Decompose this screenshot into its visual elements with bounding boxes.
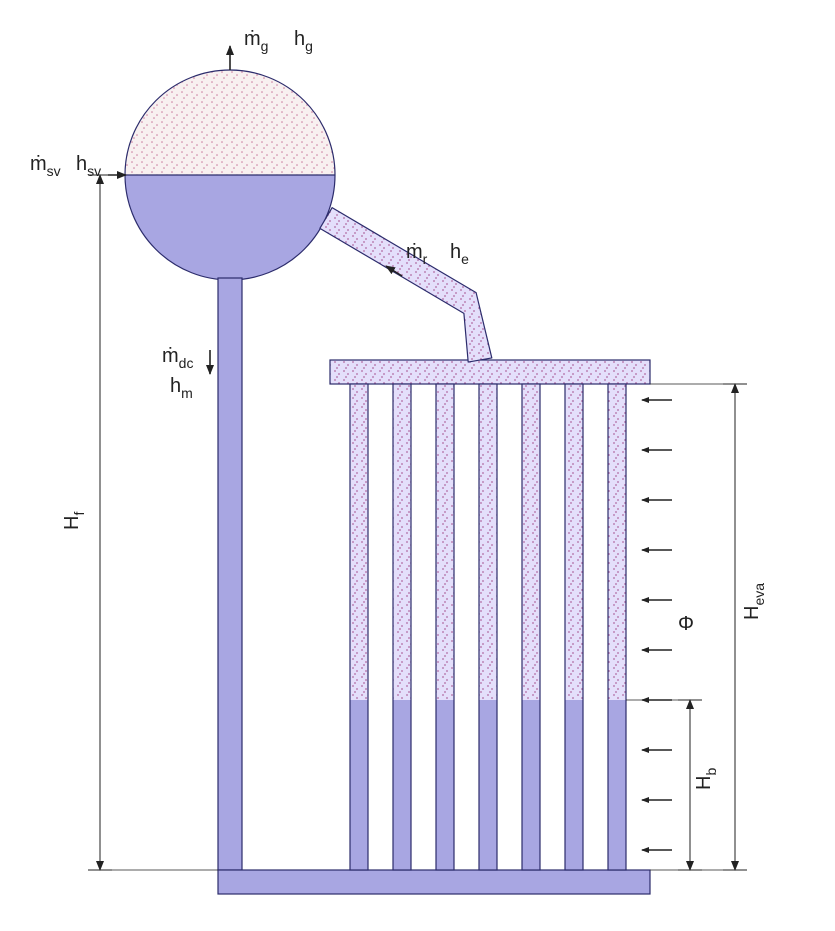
riser-pipe [320,208,492,362]
svg-text:hm: hm [170,375,193,401]
label-h-sv: hsv [76,153,101,179]
boiler-diagram: ṁghgṁsvhsvṁdchmṁrheHfHevaHbΦ [0,0,835,931]
downcomer [218,278,242,870]
label-h-e: he [450,241,469,267]
label-h-g: hg [294,28,313,54]
label-H-f: Hf [61,512,87,530]
svg-text:he: he [450,241,469,267]
svg-text:hsv: hsv [76,153,101,179]
svg-text:hg: hg [294,28,313,54]
label-m-dc: ṁdc [162,345,193,371]
label-phi: Φ [678,613,694,635]
svg-text:Φ: Φ [678,613,694,635]
label-H-eva: Heva [741,583,767,620]
svg-text:ṁdc: ṁdc [162,345,193,371]
shapes-layer [125,70,650,894]
top-header [330,360,650,384]
label-H-b: Hb [693,768,719,790]
label-m-sv: ṁsv [30,153,61,179]
label-h-m: hm [170,375,193,401]
bottom-header [218,870,650,894]
svg-text:Hf: Hf [61,512,87,530]
svg-text:Hb: Hb [693,768,719,790]
svg-text:ṁsv: ṁsv [30,153,61,179]
svg-text:Heva: Heva [741,583,767,620]
svg-text:ṁg: ṁg [244,28,268,54]
label-m-g: ṁg [244,28,268,54]
